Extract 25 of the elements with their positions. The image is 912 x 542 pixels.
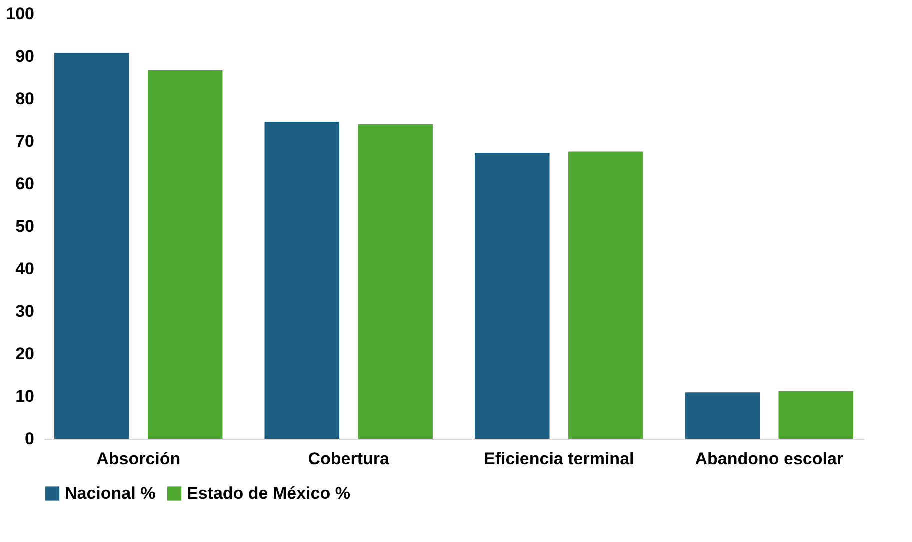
y-tick-label: 0 (25, 430, 34, 448)
y-tick-label: 30 (16, 302, 34, 321)
y-tick-label: 70 (16, 132, 34, 151)
bar (264, 122, 340, 439)
y-tick-label: 60 (16, 174, 34, 194)
x-tick-label: Abandono escolar (695, 450, 844, 468)
y-tick-label: 20 (16, 344, 34, 364)
y-tick-label: 10 (16, 387, 34, 406)
x-tick-label: Cobertura (308, 450, 390, 468)
x-tick-label: Eficiencia terminal (484, 450, 634, 468)
bar (568, 152, 644, 439)
bar (148, 70, 223, 439)
y-tick-label: 90 (16, 47, 34, 66)
y-tick-label: 100 (6, 4, 34, 24)
bar (54, 53, 130, 439)
y-tick-label: 80 (16, 90, 34, 108)
y-tick-label: 40 (16, 260, 34, 278)
bar (358, 124, 433, 439)
bar (778, 391, 854, 439)
bar (685, 392, 760, 439)
bar (475, 152, 550, 439)
y-tick-label: 50 (16, 217, 34, 236)
legend-label: Estado de México % (187, 484, 350, 503)
x-tick-label: Absorción (96, 450, 181, 468)
legend-label: Nacional % (65, 484, 156, 503)
